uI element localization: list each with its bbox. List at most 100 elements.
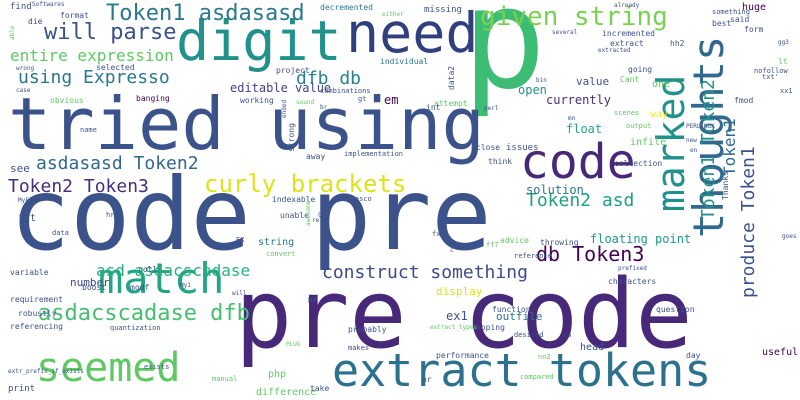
word-cloud-word: hh2 [670,39,685,48]
word-cloud-word: HF [308,296,318,305]
word-cloud-word: data2 [447,65,456,90]
word-cloud-word: either [382,11,404,18]
word-cloud-word: digit [176,9,342,73]
word-cloud-word: one [652,79,671,90]
word-cloud-word: going [628,65,653,74]
word-cloud-word: code [520,134,636,190]
word-cloud-word: combinations [320,87,371,95]
word-cloud-word: pvelasco [338,195,372,203]
word-cloud-word: solution [526,183,584,197]
word-cloud-word: collection [614,159,663,168]
word-cloud-word: already [614,2,640,9]
word-cloud-word: ca [564,332,572,339]
word-cloud-word: attempt [434,99,468,108]
word-cloud-word: pre code [235,260,693,370]
word-cloud-word: individual [380,57,429,66]
word-cloud-word: extract_types [430,324,477,331]
word-cloud-word: gg3 [778,39,789,46]
word-cloud-word: sound [296,99,315,106]
word-cloud-word: perl [484,105,499,112]
word-cloud-word: em [384,93,399,107]
word-cloud-word: prefixed [618,265,647,272]
word-cloud-word: p [462,0,547,121]
word-cloud-word: construct something [322,262,528,283]
word-cloud-word: manual [212,375,238,383]
word-cloud-word: number [70,276,110,289]
word-cloud-word: Token1 asdasasd [106,1,305,26]
word-cloud-word: away [306,152,326,161]
word-cloud-word: Token2 Token3 [8,176,149,197]
word-cloud-word: rel [312,217,323,224]
word-cloud-word: goes [782,233,797,240]
word-cloud-word: throwing [540,238,579,247]
word-cloud-word: project [276,66,310,75]
word-cloud-word: EX [236,236,245,244]
word-cloud-word: mn [568,115,576,122]
word-cloud-word: hr [422,375,432,384]
word-cloud-word: float [566,122,603,136]
word-cloud-word: selected [96,63,135,72]
word-cloud-word: ff7 [486,241,499,249]
word-cloud-word: asdacscadase dfb [38,301,250,326]
word-cloud-word: issues [506,143,539,153]
word-cloud-word: using Expresso [18,67,170,88]
word-cloud-word: exists [144,363,170,371]
word-cloud-word: data [52,229,69,237]
word-cloud-word: incremented [602,29,655,38]
word-cloud-word: makes [348,344,370,352]
word-cloud-word: find [10,2,32,12]
word-cloud-word: Softwares [32,1,65,8]
word-cloud-word: referencing [10,322,63,331]
word-cloud-word: obvious [50,96,84,105]
word-cloud-word: Token1 [720,118,739,176]
word-cloud-word: see [10,162,30,175]
word-cloud-word: en [690,147,698,154]
word-cloud-word: able [9,25,16,40]
word-cloud-word: missing [424,5,462,15]
word-cloud-word: fmod [734,96,754,105]
word-cloud-word: ex1 [446,309,468,323]
word-cloud-word: requirement [10,295,63,304]
word-cloud-word: day [686,351,701,360]
word-cloud-word: name [80,126,97,134]
word-cloud-word: output [626,122,652,130]
word-cloud-word: open [518,83,547,97]
word-cloud-word: nn2 [538,353,551,361]
word-cloud-word: characters [608,277,657,286]
word-cloud-word: currently [546,93,612,107]
word-cloud-word: Token1 Token2 [698,79,719,220]
word-cloud-word: form [744,25,764,34]
word-cloud-word: roll [138,265,158,274]
word-cloud-word: robustly [18,309,57,318]
word-cloud-word: wrong [16,65,35,72]
word-cloud-word: extract [610,39,644,48]
word-cloud-word: case [16,87,31,94]
word-cloud-word: extracted [598,47,631,54]
word-cloud-word: c [450,247,454,254]
word-cloud-word: reference [514,252,552,260]
word-cloud-word: My1 [180,282,191,289]
word-cloud-word: format [60,11,89,20]
word-cloud-word: decremented [320,3,373,12]
word-cloud-word: Thanks [721,171,730,200]
word-cloud-word: huge [742,2,767,13]
word-cloud-word: C [318,211,323,219]
word-cloud-word: entire expression [10,46,174,65]
word-cloud-word: best [712,19,732,28]
word-cloud-word: die [28,17,43,26]
word-cloud-word: think [488,157,513,166]
word-cloud-word: boost [82,283,107,292]
word-cloud-word: php [268,369,287,380]
word-cloud-word: db Token3 [536,242,645,266]
word-cloud-word: scenes [614,109,640,117]
word-cloud-word: banging [136,94,170,103]
word-cloud-word: head [580,342,605,353]
word-cloud-word: floating point [590,232,692,246]
word-cloud-word: href [106,211,123,219]
word-cloud-word: print [8,384,36,394]
word-cloud-word: gt [358,95,367,103]
word-cloud-word: quantization [110,324,161,332]
word-cloud-word: close [476,143,501,152]
word-cloud-word: string [258,237,295,248]
